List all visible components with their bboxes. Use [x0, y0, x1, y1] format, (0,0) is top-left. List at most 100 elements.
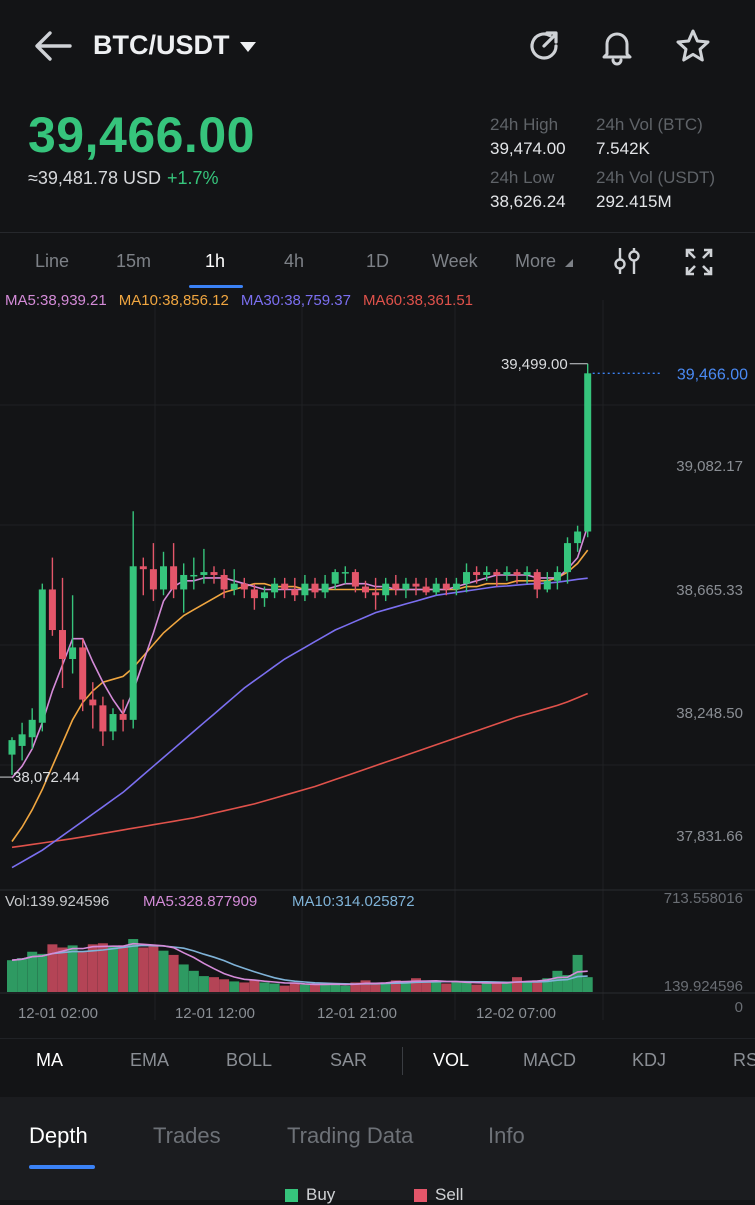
candle — [372, 577, 380, 610]
volume-bar — [138, 947, 149, 992]
candle — [38, 583, 46, 732]
candle — [230, 569, 238, 596]
volume-bar — [320, 983, 331, 992]
candle-body — [261, 592, 268, 599]
tab-info[interactable]: Info — [488, 1123, 525, 1148]
candle — [99, 696, 107, 746]
volume-bar — [289, 983, 300, 992]
corner-triangle-icon — [565, 259, 574, 267]
back-arrow-icon[interactable] — [30, 26, 74, 66]
indicator-ema[interactable]: EMA — [130, 1050, 170, 1070]
indicator-sar[interactable]: SAR — [330, 1050, 368, 1070]
stat-value: 292.415M — [596, 192, 672, 211]
candle-body — [543, 580, 551, 590]
x-tick-label: 12-01 02:00 — [18, 1005, 98, 1022]
candle — [513, 569, 521, 584]
tab-line[interactable]: Line — [35, 251, 70, 271]
ma5-legend: MA5:38,939.21 — [5, 292, 107, 309]
volume-bar — [219, 979, 230, 992]
candle-body — [210, 572, 218, 575]
tab-trades[interactable]: Trades — [153, 1123, 221, 1148]
indicator-vol[interactable]: VOL — [433, 1050, 470, 1070]
candle — [8, 737, 16, 775]
indicator-boll[interactable]: BOLL — [226, 1050, 273, 1070]
tab-week[interactable]: Week — [432, 251, 478, 271]
candle — [139, 557, 147, 596]
active-panel-tab-indicator — [29, 1165, 95, 1169]
candle-body — [311, 583, 319, 593]
volume-bar — [340, 985, 351, 992]
tab-trading-data[interactable]: Trading Data — [287, 1123, 414, 1148]
candle-body — [38, 589, 46, 723]
stat-value: 39,474.00 — [490, 139, 566, 158]
volume-bar — [370, 983, 381, 992]
sell-swatch — [414, 1188, 427, 1202]
candle — [271, 577, 279, 599]
volume-bar — [17, 958, 28, 992]
candle-body — [574, 531, 582, 544]
tab-more-label: More — [515, 251, 557, 271]
volume-bar — [501, 982, 512, 992]
candle-body — [160, 566, 167, 590]
volume-bar — [269, 983, 280, 992]
tab-15m[interactable]: 15m — [116, 251, 152, 271]
candle — [473, 566, 481, 584]
x-tick-label: 12-01 21:00 — [317, 1005, 397, 1022]
indicator-tabs: MA EMA BOLL SAR VOL MACD KDJ RS — [0, 1038, 755, 1087]
top-bar: BTC/USDT — [0, 0, 755, 92]
ma60-legend: MA60:38,361.51 — [362, 292, 474, 309]
indicator-macd[interactable]: MACD — [523, 1050, 576, 1070]
volume-bar — [148, 946, 159, 992]
indicator-kdj[interactable]: KDJ — [632, 1050, 667, 1070]
candle-body — [109, 714, 117, 732]
candle — [220, 569, 228, 599]
bell-icon[interactable] — [596, 25, 638, 67]
stat-24h-vol-btc: 24h Vol (BTC) 7.542K — [596, 115, 703, 159]
candle — [291, 577, 299, 602]
candle-body — [503, 572, 511, 575]
candlestick-chart[interactable]: 39,466.00 39,499.00 38,072.44 39,082.17 38,6… — [0, 300, 755, 1030]
tab-4h[interactable]: 4h — [284, 251, 305, 271]
volume-bar — [168, 954, 179, 992]
candle-body — [99, 705, 107, 732]
ma5-line — [11, 525, 589, 779]
tab-depth[interactable]: Depth — [29, 1123, 88, 1148]
candle — [59, 577, 66, 688]
volume-bar — [411, 978, 421, 992]
volume-bar — [299, 984, 310, 992]
candle — [240, 577, 248, 599]
indicator-ma[interactable]: MA — [36, 1050, 63, 1070]
candle — [301, 574, 309, 602]
stat-label: 24h Vol (BTC) — [596, 115, 703, 134]
candle-body — [483, 572, 491, 575]
tab-1h[interactable]: 1h — [205, 251, 226, 271]
refresh-icon[interactable] — [523, 25, 565, 67]
candle-body — [564, 543, 571, 573]
volume-bar — [47, 944, 58, 992]
pair-selector[interactable]: BTC/USDT — [93, 30, 256, 61]
candle-body — [422, 586, 430, 593]
tab-1d[interactable]: 1D — [366, 251, 390, 271]
volume-bar — [421, 982, 432, 992]
candle — [109, 708, 117, 741]
volume-bar — [471, 984, 482, 992]
candle — [584, 363, 592, 538]
star-icon[interactable] — [672, 25, 714, 67]
volume-bar — [542, 978, 553, 992]
candle-body — [79, 647, 87, 700]
volume-bar — [380, 982, 391, 992]
candle-body — [513, 572, 521, 575]
y-tick-label: 37,831.66 — [676, 828, 743, 845]
indicator-settings-icon[interactable] — [611, 245, 643, 277]
fullscreen-icon[interactable] — [684, 247, 714, 277]
tab-more[interactable]: More — [515, 251, 574, 272]
candle-body — [402, 583, 410, 590]
low-marker-label: 38,072.44 — [13, 769, 80, 786]
x-tick-label: 12-01 12:00 — [175, 1005, 255, 1022]
indicator-rsi[interactable]: RS — [733, 1050, 755, 1070]
stat-24h-vol-usdt: 24h Vol (USDT) 292.415M — [596, 168, 715, 212]
candle-body — [493, 572, 501, 575]
candle — [442, 577, 450, 596]
candle-body — [432, 583, 440, 593]
candle-body — [362, 586, 369, 593]
